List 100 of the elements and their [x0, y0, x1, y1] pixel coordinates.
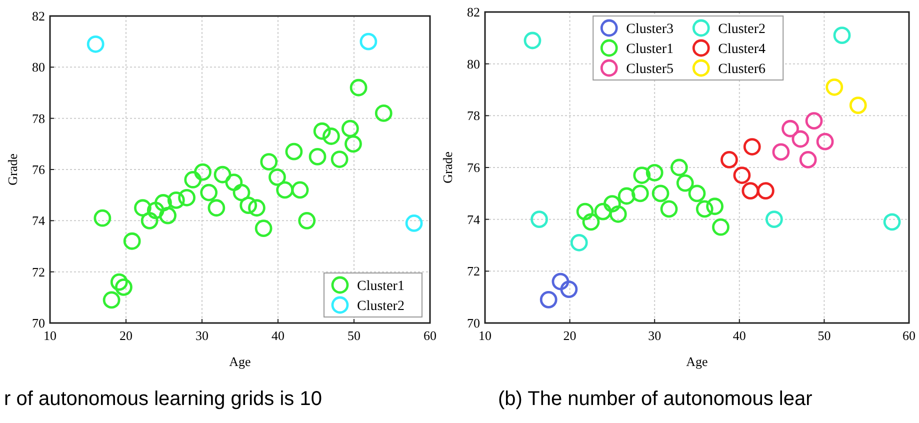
point [184, 171, 202, 188]
point [582, 213, 600, 231]
point [276, 181, 294, 199]
y-tick-label: 72 [467, 264, 480, 279]
point [712, 218, 730, 236]
text: (b) The number of autonomous lear [498, 388, 813, 410]
point [285, 142, 303, 160]
x-tick-label: 30 [196, 328, 208, 343]
point [214, 166, 232, 184]
point [792, 130, 810, 148]
point [646, 164, 664, 182]
point [826, 78, 844, 96]
point [540, 290, 558, 308]
x-tick-label: 20 [120, 328, 132, 343]
y-axis-title: Grade [440, 151, 455, 184]
point [609, 205, 627, 223]
point [706, 198, 724, 216]
y-tick-label: 80 [32, 60, 45, 75]
point [720, 151, 738, 168]
point [799, 151, 817, 168]
point [743, 138, 761, 156]
point [248, 199, 266, 217]
x-tick-label: 60 [424, 328, 436, 343]
point [194, 163, 212, 181]
point [260, 153, 278, 171]
y-tick-label: 82 [467, 4, 480, 20]
x-tick-label: 10 [478, 328, 492, 343]
x-tick-label: 40 [272, 328, 284, 343]
x-tick-label: 60 [902, 328, 916, 343]
point [154, 194, 172, 212]
point [688, 184, 706, 202]
legend-label: Cluster6 [718, 62, 766, 77]
point [530, 210, 548, 228]
y-tick-label: 78 [467, 108, 480, 124]
legend-label: Cluster4 [718, 42, 766, 57]
point [883, 213, 901, 231]
point [604, 195, 621, 212]
point [140, 212, 158, 230]
point [765, 210, 783, 228]
point [552, 272, 570, 290]
point [360, 32, 378, 50]
y-tick-label: 76 [32, 162, 46, 177]
point [330, 150, 348, 168]
x-axis-title: Age [229, 354, 252, 369]
point [756, 182, 774, 200]
legend-label: Cluster1 [357, 279, 404, 294]
point [134, 199, 152, 217]
point [560, 280, 578, 298]
legend-label: Cluster2 [718, 22, 766, 37]
point [618, 187, 636, 205]
point [833, 26, 851, 44]
point [849, 96, 867, 114]
text: r of autonomous learning grids is 10 [4, 388, 322, 410]
point [405, 214, 423, 232]
y-tick-label: 74 [467, 212, 480, 227]
point [570, 234, 588, 252]
point [110, 273, 128, 291]
point [594, 202, 612, 220]
x-tick-label: 50 [818, 328, 831, 343]
legend-label: Cluster1 [626, 42, 674, 57]
y-tick-label: 78 [32, 110, 45, 126]
point [805, 112, 823, 130]
point [652, 184, 670, 202]
point [631, 184, 649, 202]
point [524, 32, 542, 50]
y-tick-label: 76 [467, 160, 480, 175]
point [676, 174, 694, 192]
point [816, 132, 834, 150]
point [322, 128, 340, 145]
x-tick-label: 10 [44, 328, 56, 343]
point [146, 202, 164, 220]
y-tick-label: 70 [467, 316, 480, 330]
point [670, 158, 688, 176]
legend-label: Cluster2 [357, 299, 404, 314]
point [696, 200, 714, 218]
y-tick-label: 72 [32, 264, 45, 280]
y-tick-label: 74 [32, 213, 46, 228]
y-tick-label: 80 [467, 56, 480, 72]
x-tick-label: 20 [563, 328, 576, 343]
point [374, 104, 392, 122]
point [733, 166, 751, 184]
point [782, 120, 799, 138]
point [232, 184, 250, 202]
legend-label: Cluster5 [626, 62, 674, 77]
point [102, 291, 120, 309]
point [342, 120, 359, 138]
point [159, 206, 176, 224]
point [633, 166, 651, 184]
point [344, 135, 362, 153]
point [240, 196, 258, 214]
point [298, 212, 316, 230]
x-tick-label: 40 [732, 328, 746, 343]
point [115, 278, 132, 296]
point [167, 192, 185, 209]
point [225, 174, 243, 191]
point [350, 78, 368, 96]
point [94, 209, 112, 227]
point [576, 202, 594, 220]
point [123, 232, 141, 250]
point [660, 200, 678, 218]
